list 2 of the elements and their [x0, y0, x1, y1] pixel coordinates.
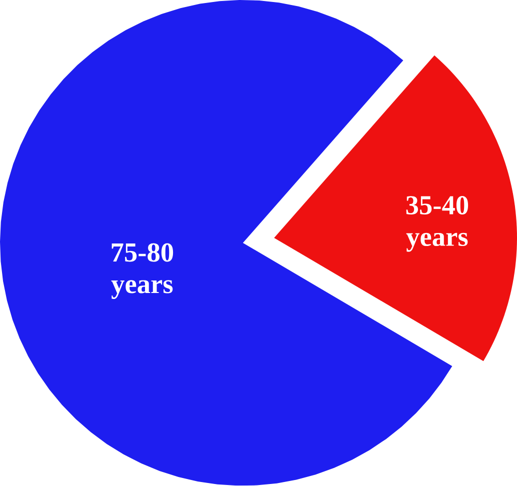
slice-label: 75-80 years [111, 243, 174, 300]
slice-label: 35-40 years [406, 196, 468, 252]
